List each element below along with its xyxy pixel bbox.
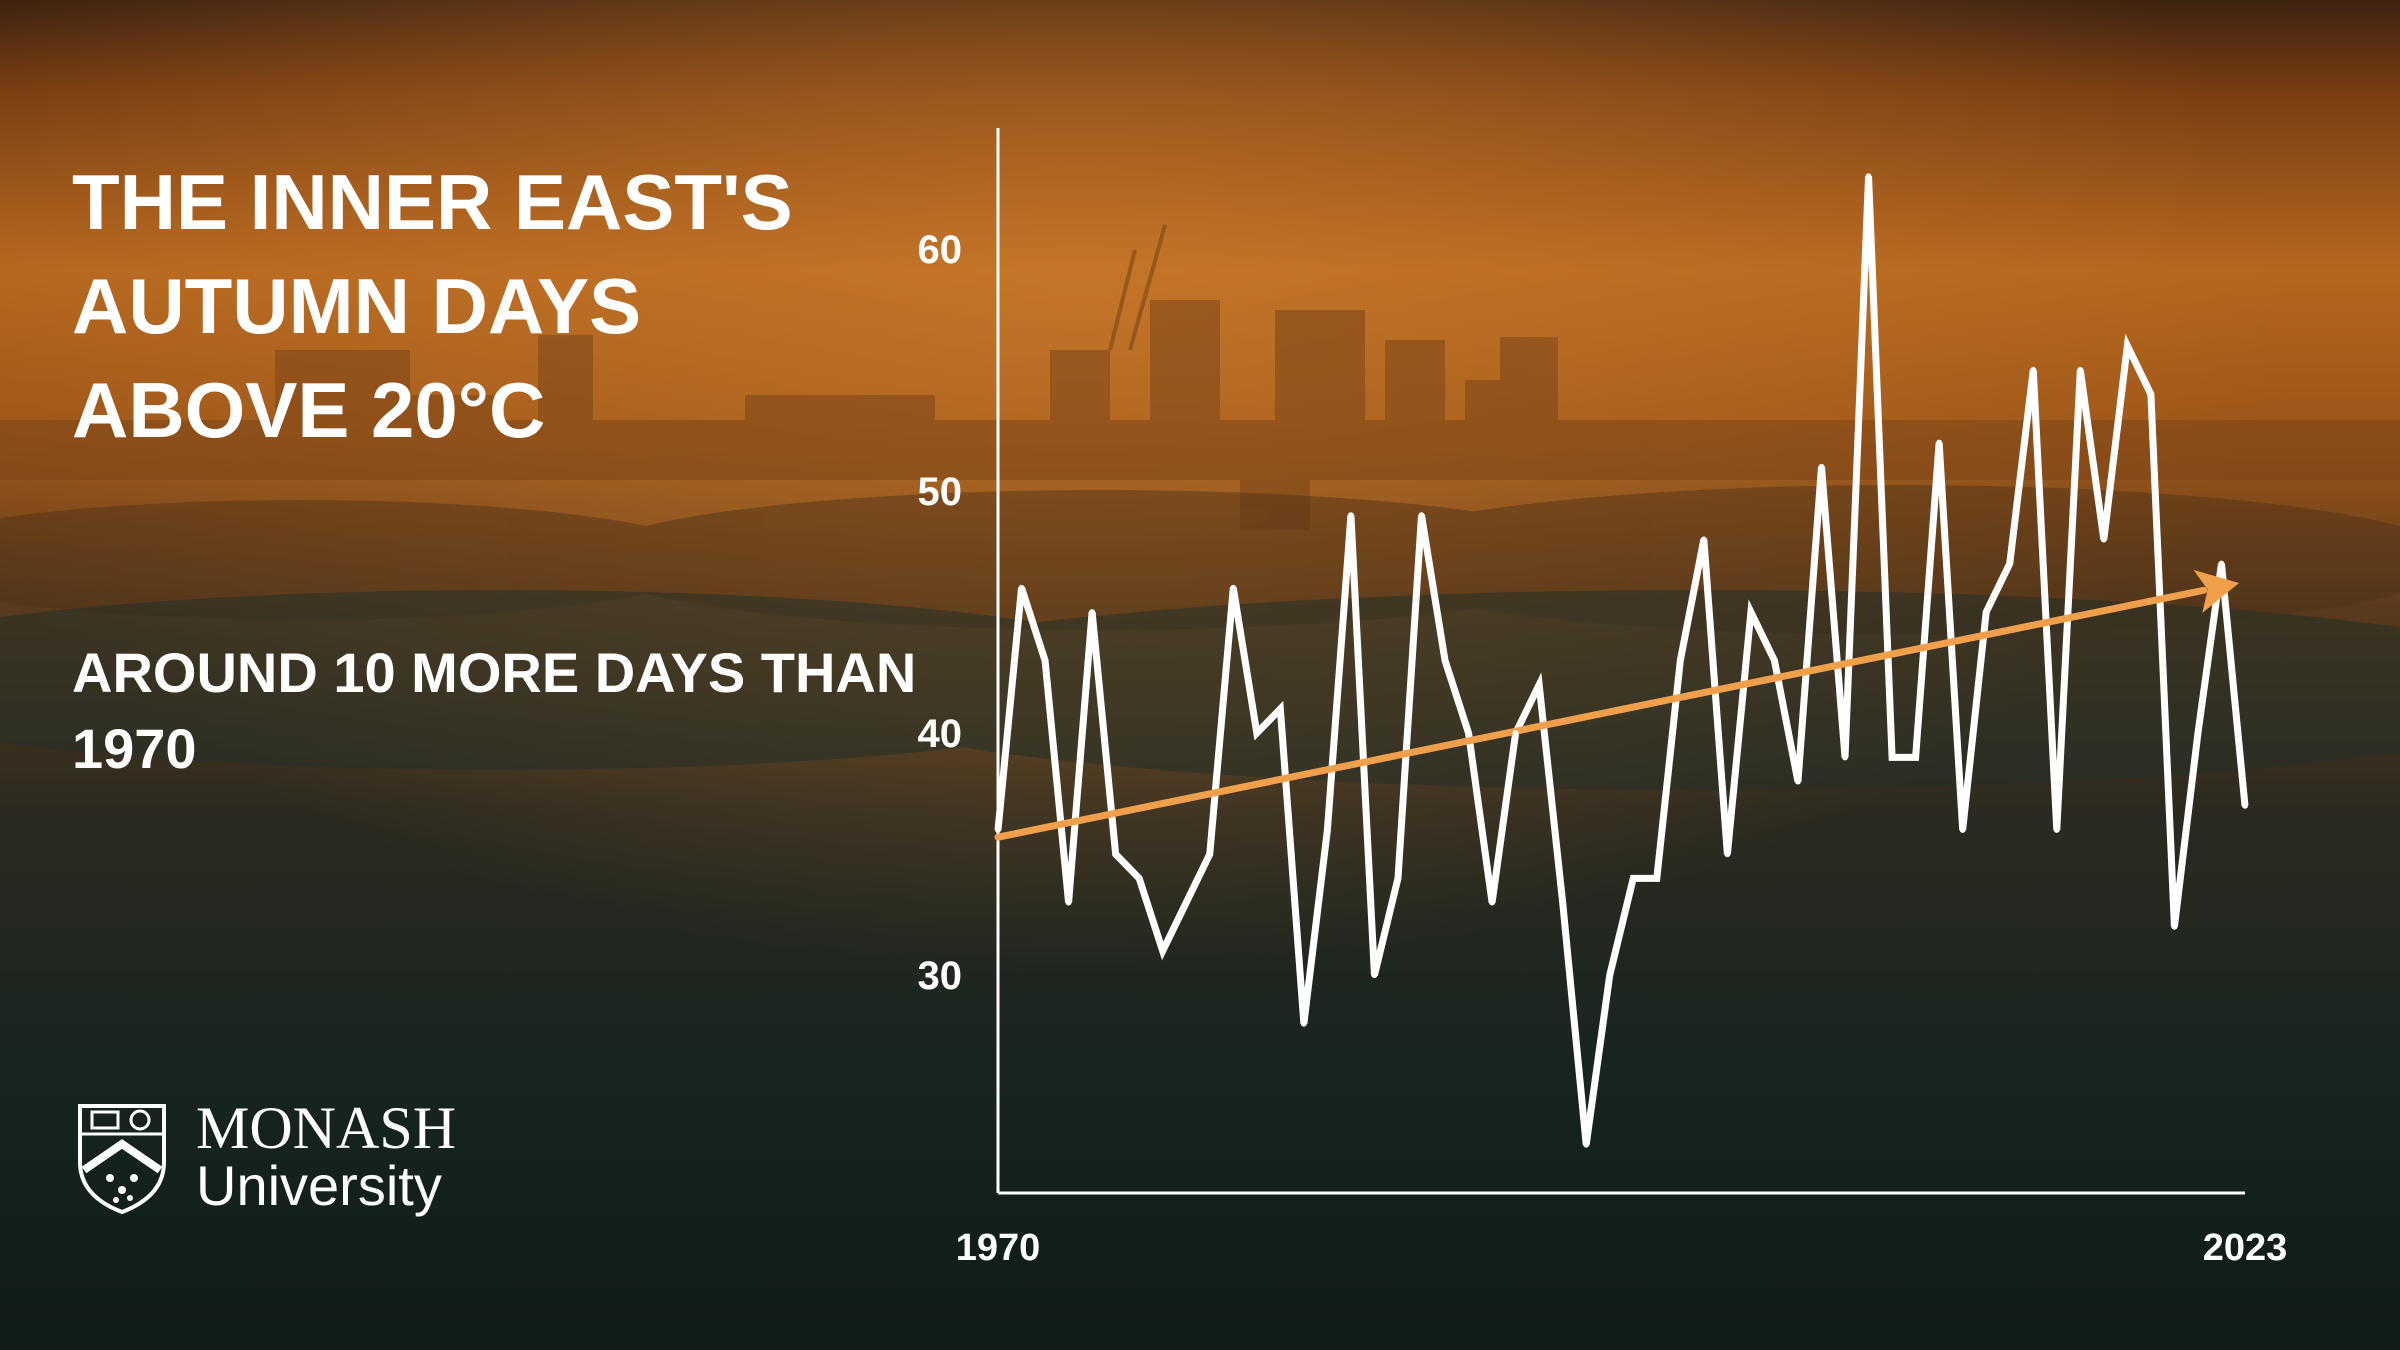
x-tick-label: 1970: [956, 1227, 1041, 1269]
trend-line: [994, 586, 2208, 841]
monash-logo: MONASH University: [72, 1090, 492, 1220]
data-point: [1489, 899, 1496, 906]
data-point: [1253, 730, 1260, 737]
data-point: [1159, 947, 1166, 954]
y-tick-label: 60: [918, 228, 963, 272]
y-tick-label: 30: [918, 954, 963, 998]
logo-wordmark-monash: MONASH: [196, 1095, 457, 1161]
data-point: [1842, 754, 1849, 761]
monash-crest-icon: [78, 1104, 166, 1215]
data-point: [2030, 367, 2037, 374]
data-point: [995, 826, 1001, 833]
data-point: [1230, 584, 1237, 591]
chart-subtitle: AROUND 10 MORE DAYS THAN 1970: [72, 641, 917, 780]
series-line: [994, 176, 2249, 1146]
logo-wordmark-university: University: [196, 1154, 442, 1217]
data-point: [1559, 899, 1566, 906]
data-point: [2006, 560, 2013, 567]
data-point: [1771, 657, 1778, 664]
data-point: [1089, 609, 1096, 616]
data-point: [2124, 342, 2131, 349]
chart-title: THE INNER EAST'S AUTUMN DAYS ABOVE 20°C: [72, 158, 793, 454]
data-point: [1959, 826, 1966, 833]
y-tick-label: 40: [918, 712, 963, 756]
data-point: [1277, 705, 1284, 712]
data-point: [2218, 560, 2225, 567]
data-point: [1677, 657, 1684, 664]
data-point: [1794, 778, 1801, 785]
data-point: [1889, 754, 1896, 761]
data-point: [1912, 754, 1919, 761]
data-point: [1818, 463, 1825, 470]
trend-arrowhead: [2193, 569, 2239, 614]
data-point: [1418, 512, 1425, 519]
data-point: [2194, 730, 2201, 737]
data-point: [1747, 609, 1754, 616]
data-point: [1630, 875, 1637, 882]
data-point: [1183, 899, 1190, 906]
data-point: [2242, 802, 2248, 809]
data-point: [1065, 899, 1072, 906]
data-point: [1324, 826, 1331, 833]
data-point: [1112, 851, 1119, 858]
data-point: [1583, 1141, 1590, 1148]
data-points: [995, 173, 2248, 1148]
data-point: [2053, 826, 2060, 833]
data-point: [1865, 173, 1872, 180]
data-point: [1512, 730, 1519, 737]
x-tick-labels: 1970 2023: [956, 1227, 2288, 1269]
data-point: [1394, 875, 1401, 882]
data-point: [1700, 536, 1707, 543]
data-point: [1606, 972, 1613, 979]
data-point: [2077, 367, 2084, 374]
data-point: [2171, 923, 2178, 930]
y-tick-label: 50: [918, 470, 963, 514]
data-point: [2100, 536, 2107, 543]
data-point: [1136, 875, 1143, 882]
data-point: [1983, 609, 1990, 616]
data-point: [1653, 875, 1660, 882]
data-point: [1042, 657, 1049, 664]
x-tick-label: 2023: [2203, 1227, 2288, 1269]
data-point: [1206, 851, 1213, 858]
data-point: [1442, 657, 1449, 664]
data-point: [1347, 512, 1354, 519]
data-point: [1724, 851, 1731, 858]
data-point: [1936, 439, 1943, 446]
data-point: [1465, 730, 1472, 737]
data-point: [1536, 681, 1543, 688]
y-tick-labels: 30 40 50 60: [918, 228, 963, 998]
data-point: [1371, 972, 1378, 979]
data-point: [2147, 391, 2154, 398]
data-point: [1018, 584, 1025, 591]
data-point: [1300, 1020, 1307, 1027]
